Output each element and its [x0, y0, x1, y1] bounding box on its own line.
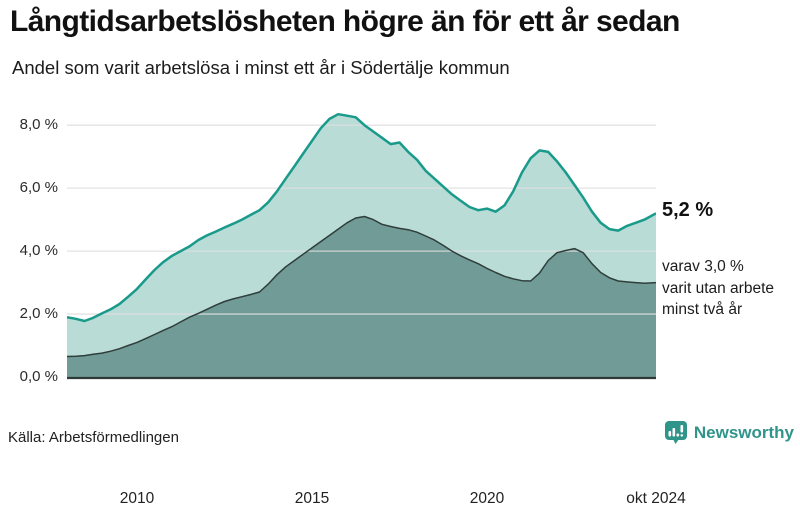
x-axis-tick-label: 2015	[294, 490, 330, 507]
x-axis-tick-label: okt 2024	[626, 490, 686, 507]
page-title: Långtidsarbetslösheten högre än för ett …	[10, 5, 680, 38]
x-axis-tick-label: 2020	[469, 490, 505, 507]
line-min-two-years	[67, 215, 656, 358]
newsworthy-logo[interactable]: Newsworthy	[664, 420, 794, 445]
source-attribution: Källa: Arbetsförmedlingen	[8, 429, 179, 446]
chart-plot-area	[67, 112, 656, 380]
y-axis-tick-label: 8,0 %	[19, 116, 58, 134]
secondary-series-annotation: varav 3,0 % varit utan arbete minst två …	[662, 256, 800, 321]
area-min-two-years	[67, 216, 656, 377]
y-axis-tick-label: 6,0 %	[19, 179, 58, 197]
line-min-one-year	[67, 112, 656, 323]
newsworthy-bubble-chart-icon	[664, 421, 687, 444]
chart-subtitle: Andel som varit arbetslösa i minst ett å…	[12, 57, 510, 78]
x-axis-tick-label: 2010	[119, 490, 155, 507]
area-chart: 0,0 % 2,0 % 4,0 % 6,0 % 8,0 % 2010 2015 2020 okt…	[0, 100, 800, 507]
annotation-line: varit utan arbete	[662, 279, 775, 297]
annotation-line: varav 3,0 %	[662, 258, 744, 275]
y-axis-tick-label: 4,0 %	[19, 242, 58, 260]
latest-value-annotation: 5,2 %	[662, 199, 714, 221]
annotation-line: minst två år	[662, 301, 743, 318]
y-axis-tick-label: 2,0 %	[19, 305, 58, 323]
y-axis-tick-label: 0,0 %	[19, 368, 58, 385]
newsworthy-brand-name: Newsworthy	[693, 422, 794, 442]
